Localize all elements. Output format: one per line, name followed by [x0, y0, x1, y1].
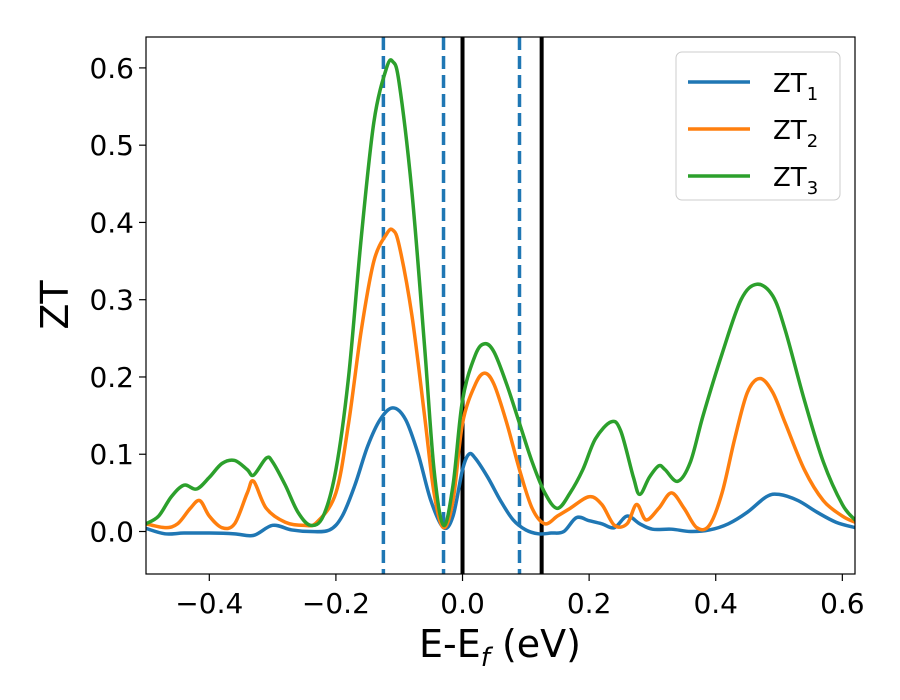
x-axis-title-unit: (eV): [490, 622, 581, 666]
reference-lines: [381, 37, 544, 574]
plot-frame: [145, 36, 856, 575]
legend-label-zt3: ZT3: [773, 163, 818, 199]
x-tick-label: −0.2: [302, 587, 370, 620]
series-line-zt2: [146, 227, 855, 532]
y-tick-label: 0.3: [89, 284, 134, 317]
y-tick-label: 0.4: [89, 206, 134, 239]
legend-label-zt1: ZT1: [773, 69, 818, 105]
x-tick-label: −0.4: [175, 587, 243, 620]
x-tick-label: 0.2: [567, 587, 612, 620]
x-axis-ticks: −0.4 −0.2 0.0 0.2 0.4 0.6: [175, 574, 865, 620]
legend-box: [675, 51, 841, 201]
series-group: [146, 58, 855, 538]
y-axis-title: ZT: [33, 280, 77, 330]
legend-label-zt2: ZT2: [773, 116, 818, 152]
y-tick-label: 0.2: [89, 361, 134, 394]
series-line-zt1: [146, 406, 855, 538]
x-tick-label: 0.0: [440, 587, 485, 620]
y-axis-ticks: 0.0 0.1 0.2 0.3 0.4 0.5 0.6: [89, 52, 146, 549]
series-line-zt3: [146, 58, 855, 528]
y-tick-label: 0.1: [89, 438, 134, 471]
y-tick-label: 0.0: [89, 516, 134, 549]
y-tick-label: 0.6: [89, 52, 134, 85]
x-tick-label: 0.6: [820, 587, 865, 620]
y-tick-label: 0.5: [89, 129, 134, 162]
x-tick-label: 0.4: [693, 587, 738, 620]
legend: ZT1 ZT2 ZT3: [675, 51, 841, 201]
x-axis-title: E-Ef (eV): [419, 622, 581, 673]
